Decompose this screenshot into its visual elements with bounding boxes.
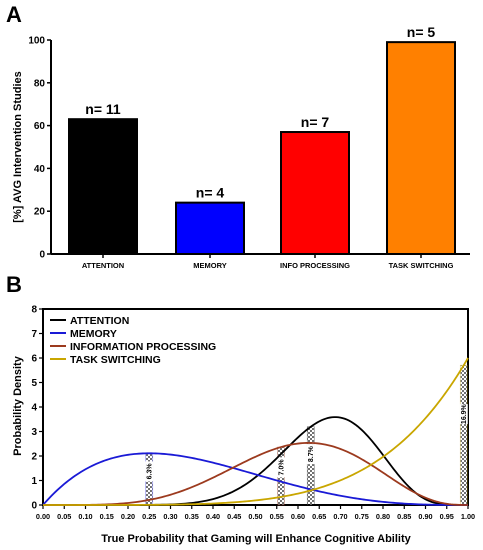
legend: ATTENTION MEMORY INFORMATION PROCESSING … <box>50 315 216 366</box>
panel-a-y-axis-title: [%] AVG Intervention Studies <box>12 71 24 223</box>
panel-a-bar-chart: 0 20 40 60 80 100 n= 11 ATTENTION n= 4 MEMORY n= 7… <box>28 24 470 270</box>
panel-b-x-tick-label: 0.75 <box>355 512 369 521</box>
bar-label-memory: n= 4 <box>196 185 225 201</box>
legend-label-memory: MEMORY <box>70 328 117 340</box>
category-label-attention: ATTENTION <box>82 261 124 270</box>
interval-label-bg <box>306 444 315 465</box>
panel-b-y-tick-label: 8 <box>31 305 37 316</box>
interval-column-8-7 <box>306 426 315 506</box>
panel-a-y-tick-label: 60 <box>34 121 46 132</box>
interval-label-7-0: 7.0% <box>279 459 286 476</box>
panel-b-y-tick-label: 3 <box>31 427 37 438</box>
panel-b-x-tick-label: 0.30 <box>163 512 177 521</box>
bar-task-switching <box>386 41 456 255</box>
panel-b-x-tick-label: 0.60 <box>291 512 305 521</box>
bar-label-info-processing: n= 7 <box>301 114 330 130</box>
series-line-information-processing <box>43 441 468 506</box>
panel-b-letter: B <box>6 272 22 297</box>
interval-label-bg <box>277 457 285 478</box>
panel-b-x-tick-label: 0.35 <box>185 512 199 521</box>
panel-b-y-tick-label: 0 <box>31 501 37 512</box>
panel-b-x-tick-label: 0.55 <box>270 512 284 521</box>
interval-label-bg <box>459 404 468 425</box>
series-line-memory <box>42 452 468 506</box>
category-label-info-processing: INFO PROCESSING <box>280 261 350 270</box>
legend-label-info-processing: INFORMATION PROCESSING <box>70 341 216 353</box>
legend-label-attention: ATTENTION <box>70 315 129 327</box>
category-label-memory: MEMORY <box>193 261 226 270</box>
panel-b-x-tick-label: 0.65 <box>312 512 326 521</box>
panel-b-x-tick-label: 0.40 <box>206 512 220 521</box>
panel-a-letter: A <box>6 2 22 27</box>
panel-a-y-tick-label: 100 <box>28 36 45 47</box>
panel-b-x-tick-label: 0.15 <box>100 512 114 521</box>
bar-label-attention: n= 11 <box>85 101 121 117</box>
bar-attention <box>68 118 138 256</box>
category-label-task-switching: TASK SWITCHING <box>389 261 454 270</box>
bar-memory <box>175 201 245 255</box>
panel-b-x-tick-label: 0.80 <box>376 512 390 521</box>
panel-b-x-tick-label: 0.50 <box>248 512 262 521</box>
interval-label-8-7: 8.7% <box>308 445 315 462</box>
series-line-attention <box>43 416 468 506</box>
panel-b-x-tick-label: 0.85 <box>397 512 411 521</box>
interval-label-bg <box>145 461 154 482</box>
panel-b-x-tick-label: 0.45 <box>227 512 241 521</box>
series-line-task-switching <box>43 357 469 506</box>
interval-label-6-3: 6.3% <box>147 463 154 480</box>
panel-a-y-tick-label: 0 <box>39 250 45 261</box>
interval-column-16-9 <box>459 364 468 506</box>
panel-b-x-tick-label: 1.00 <box>461 512 475 521</box>
panel-b-y-tick-label: 1 <box>31 476 37 487</box>
panel-b-y-tick-label: 5 <box>31 378 37 389</box>
panel-b-x-axis-title: True Probability that Gaming will Enhanc… <box>101 533 411 545</box>
bar-label-task-switching: n= 5 <box>407 24 436 40</box>
interval-label-16-9: 16.9% <box>461 403 468 424</box>
panel-b-x-tick-label: 0.00 <box>36 512 50 521</box>
panel-a-y-tick-label: 20 <box>34 207 46 218</box>
panel-b-x-tick-label: 0.20 <box>121 512 135 521</box>
panel-b-y-tick-label: 2 <box>31 452 37 463</box>
bar-info-processing <box>280 131 350 256</box>
panel-b-y-axis-title: Probability Density <box>12 355 24 456</box>
panel-b-x-tick-label: 0.25 <box>142 512 156 521</box>
panel-b-x-tick-label: 0.10 <box>78 512 92 521</box>
panel-a-y-tick-label: 80 <box>34 78 46 89</box>
panel-b-x-tick-label: 0.70 <box>333 512 347 521</box>
panel-b-x-tick-label: 0.05 <box>57 512 71 521</box>
panel-b-y-tick-label: 4 <box>31 403 37 414</box>
panel-b-x-tick-label: 0.90 <box>418 512 432 521</box>
legend-label-task-switching: TASK SWITCHING <box>70 354 161 366</box>
panel-b-y-tick-label: 6 <box>31 354 37 365</box>
panel-a-y-tick-label: 40 <box>34 164 46 175</box>
panel-b-x-tick-label: 0.95 <box>440 512 454 521</box>
panel-b-y-tick-label: 7 <box>31 329 37 340</box>
panel-b-density-chart: 0 1 2 3 4 5 6 7 8 0.00 0.05 0.10 0.15 0.20 0.25 0.30 0.3… <box>31 305 475 522</box>
